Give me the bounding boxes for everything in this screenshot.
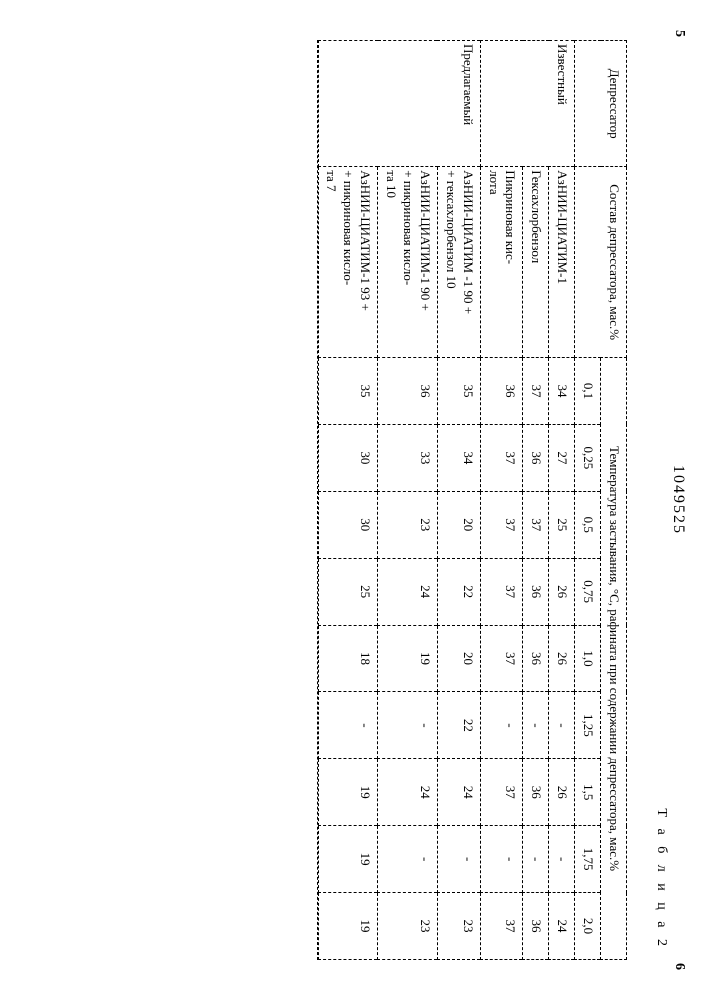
value-cell: 36 — [523, 759, 549, 826]
composition-cell: АзНИИ-ЦИАТИМ -1 90 + + гексахлорбензол 1… — [437, 167, 480, 358]
table-bottom-rule — [317, 40, 318, 960]
composition-cell: Пикриновая кис- лота — [480, 167, 523, 358]
margin-number-left: 5 — [671, 30, 687, 37]
value-cell: 33 — [378, 424, 438, 491]
value-cell: 35 — [437, 358, 480, 425]
value-cell: 20 — [437, 491, 480, 558]
value-cell: - — [378, 826, 438, 893]
value-cell: 37 — [523, 491, 549, 558]
value-cell: 37 — [523, 358, 549, 425]
value-cell: 26 — [549, 558, 575, 625]
value-cell: 34 — [549, 358, 575, 425]
value-cell: - — [480, 826, 523, 893]
value-cell: - — [549, 692, 575, 759]
value-cell: 37 — [480, 893, 523, 960]
value-cell: 26 — [549, 759, 575, 826]
composition-cell: Гексахлорбензол — [523, 167, 549, 358]
value-cell: 36 — [480, 358, 523, 425]
value-cell: 36 — [523, 558, 549, 625]
conc-header: 0,5 — [575, 491, 601, 558]
value-cell: 19 — [318, 893, 378, 960]
value-cell: 36 — [523, 424, 549, 491]
conc-header: 0,1 — [575, 358, 601, 425]
value-cell: 37 — [480, 625, 523, 692]
value-cell: 37 — [480, 424, 523, 491]
document-number: 1049525 — [669, 465, 687, 535]
col-header-composition: Состав депрессатора, мас.% — [575, 167, 627, 358]
table-body: ИзвестныйАзНИИ-ЦИАТИМ-13427252626-26-24Г… — [318, 41, 575, 960]
value-cell: 36 — [378, 358, 438, 425]
value-cell: - — [523, 826, 549, 893]
value-cell: - — [549, 826, 575, 893]
value-cell: 37 — [480, 759, 523, 826]
margin-number-right: 6 — [671, 963, 687, 970]
value-cell: 23 — [378, 491, 438, 558]
conc-header: 1,25 — [575, 692, 601, 759]
value-cell: 20 — [437, 625, 480, 692]
table-row: АзНИИ-ЦИАТИМ-1 90 + + пикриновая кисло- … — [378, 41, 438, 960]
col-header-span: Температура застывания, °С, рафината при… — [601, 358, 627, 960]
value-cell: - — [437, 826, 480, 893]
value-cell: 18 — [318, 625, 378, 692]
value-cell: 35 — [318, 358, 378, 425]
value-cell: 24 — [549, 893, 575, 960]
value-cell: - — [318, 692, 378, 759]
value-cell: 24 — [378, 558, 438, 625]
table-row: ИзвестныйАзНИИ-ЦИАТИМ-13427252626-26-24 — [549, 41, 575, 960]
value-cell: 23 — [437, 893, 480, 960]
value-cell: 19 — [318, 826, 378, 893]
value-cell: 23 — [378, 893, 438, 960]
composition-cell: АзНИИ-ЦИАТИМ-1 93 + + пикриновая кисло- … — [318, 167, 378, 358]
col-header-depressor: Депрессатор — [575, 41, 627, 167]
value-cell: 34 — [437, 424, 480, 491]
value-cell: - — [378, 692, 438, 759]
value-cell: 25 — [318, 558, 378, 625]
conc-header: 1,0 — [575, 625, 601, 692]
composition-cell: АзНИИ-ЦИАТИМ-1 90 + + пикриновая кисло- … — [378, 167, 438, 358]
table-row: Пикриновая кис- лота3637373737-37-37 — [480, 41, 523, 960]
value-cell: 22 — [437, 558, 480, 625]
table-row: АзНИИ-ЦИАТИМ-1 93 + + пикриновая кисло- … — [318, 41, 378, 960]
composition-cell: АзНИИ-ЦИАТИМ-1 — [549, 167, 575, 358]
conc-header: 1,75 — [575, 826, 601, 893]
value-cell: 36 — [523, 893, 549, 960]
value-cell: 30 — [318, 424, 378, 491]
value-cell: 30 — [318, 491, 378, 558]
value-cell: - — [523, 692, 549, 759]
value-cell: 37 — [480, 558, 523, 625]
value-cell: 37 — [480, 491, 523, 558]
value-cell: 24 — [437, 759, 480, 826]
value-cell: 19 — [378, 625, 438, 692]
value-cell: 24 — [378, 759, 438, 826]
value-cell: 19 — [318, 759, 378, 826]
value-cell: 36 — [523, 625, 549, 692]
conc-header: 2,0 — [575, 893, 601, 960]
table-row: ПредлагаемыйАзНИИ-ЦИАТИМ -1 90 + + гекса… — [437, 41, 480, 960]
table-caption: Т а б л и ц а 2 — [653, 808, 669, 950]
value-cell: - — [480, 692, 523, 759]
value-cell: 22 — [437, 692, 480, 759]
group-cell: Известный — [480, 41, 575, 167]
data-table: Депрессатор Состав депрессатора, мас.% Т… — [318, 40, 627, 960]
group-cell: Предлагаемый — [318, 41, 480, 167]
value-cell: 27 — [549, 424, 575, 491]
value-cell: 26 — [549, 625, 575, 692]
value-cell: 25 — [549, 491, 575, 558]
conc-header: 0,75 — [575, 558, 601, 625]
conc-header: 0,25 — [575, 424, 601, 491]
table-row: Гексахлорбензол3736373636-36-36 — [523, 41, 549, 960]
conc-header: 1,5 — [575, 759, 601, 826]
